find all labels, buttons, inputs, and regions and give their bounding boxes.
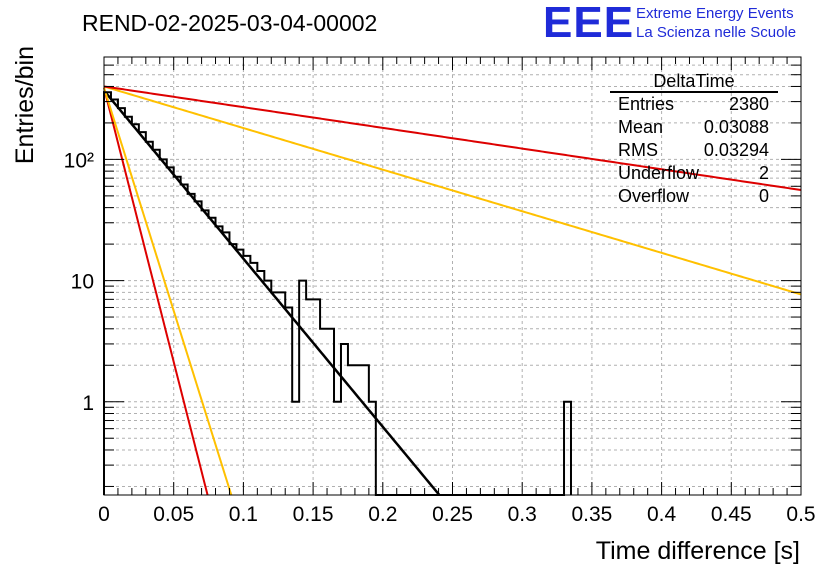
stats-value: 0.03294 bbox=[704, 140, 769, 160]
x-tick-label: 0.25 bbox=[432, 503, 473, 526]
x-tick-label: 0.4 bbox=[647, 503, 677, 526]
grid-lines bbox=[104, 57, 801, 495]
y-tick-label: 10 bbox=[71, 271, 94, 294]
stats-value: 0.03088 bbox=[704, 117, 769, 137]
x-axis-label: Time difference [s] bbox=[596, 537, 800, 565]
stats-value: 2 bbox=[759, 163, 769, 183]
y-tick-label: 1 bbox=[82, 392, 94, 415]
eee-logo: EEE Extreme Energy Events La Scienza nel… bbox=[543, 0, 833, 47]
reference-curve-3 bbox=[103, 85, 802, 296]
x-tick-label: 0.2 bbox=[368, 503, 397, 526]
y-tick-labels: 1 10 10² bbox=[64, 149, 94, 414]
stats-label: RMS bbox=[618, 140, 658, 160]
y-tick-label: 10² bbox=[64, 149, 94, 172]
stats-title: DeltaTime bbox=[653, 71, 734, 91]
reference-curve-2 bbox=[103, 87, 233, 496]
x-tick-label: 0.15 bbox=[293, 503, 334, 526]
stats-label: Mean bbox=[618, 117, 663, 137]
x-tick-label: 0 bbox=[98, 503, 110, 526]
reference-curve-1 bbox=[103, 87, 209, 496]
logo-mark: EEE bbox=[543, 0, 635, 47]
stats-value: 2380 bbox=[729, 94, 769, 114]
x-tick-label: 0.05 bbox=[153, 503, 194, 526]
x-tick-label: 0.3 bbox=[508, 503, 537, 526]
x-tick-label: 0.1 bbox=[229, 503, 258, 526]
stats-label: Overflow bbox=[618, 186, 690, 206]
x-tick-label: 0.35 bbox=[571, 503, 612, 526]
logo-line-1: Extreme Energy Events bbox=[636, 5, 794, 22]
page-title: REND-02-2025-03-04-00002 bbox=[82, 10, 378, 36]
stats-value: 0 bbox=[759, 186, 769, 206]
x-tick-label: 0.45 bbox=[711, 503, 752, 526]
axis-ticks bbox=[103, 57, 802, 495]
y-axis-label: Entries/bin bbox=[11, 46, 39, 164]
x-tick-labels: 0 0.05 0.1 0.15 0.2 0.25 0.3 0.35 0.4 0.45 0.5 bbox=[98, 503, 815, 526]
stats-label: Entries bbox=[618, 94, 674, 114]
stats-box: DeltaTime Entries 2380 Mean 0.03088 RMS 0.032… bbox=[610, 71, 778, 206]
logo-line-2: La Scienza nelle Scuole bbox=[636, 24, 797, 41]
x-tick-label: 0.5 bbox=[786, 503, 815, 526]
stats-label: Underflow bbox=[618, 163, 700, 183]
reference-curve-4 bbox=[103, 85, 802, 191]
